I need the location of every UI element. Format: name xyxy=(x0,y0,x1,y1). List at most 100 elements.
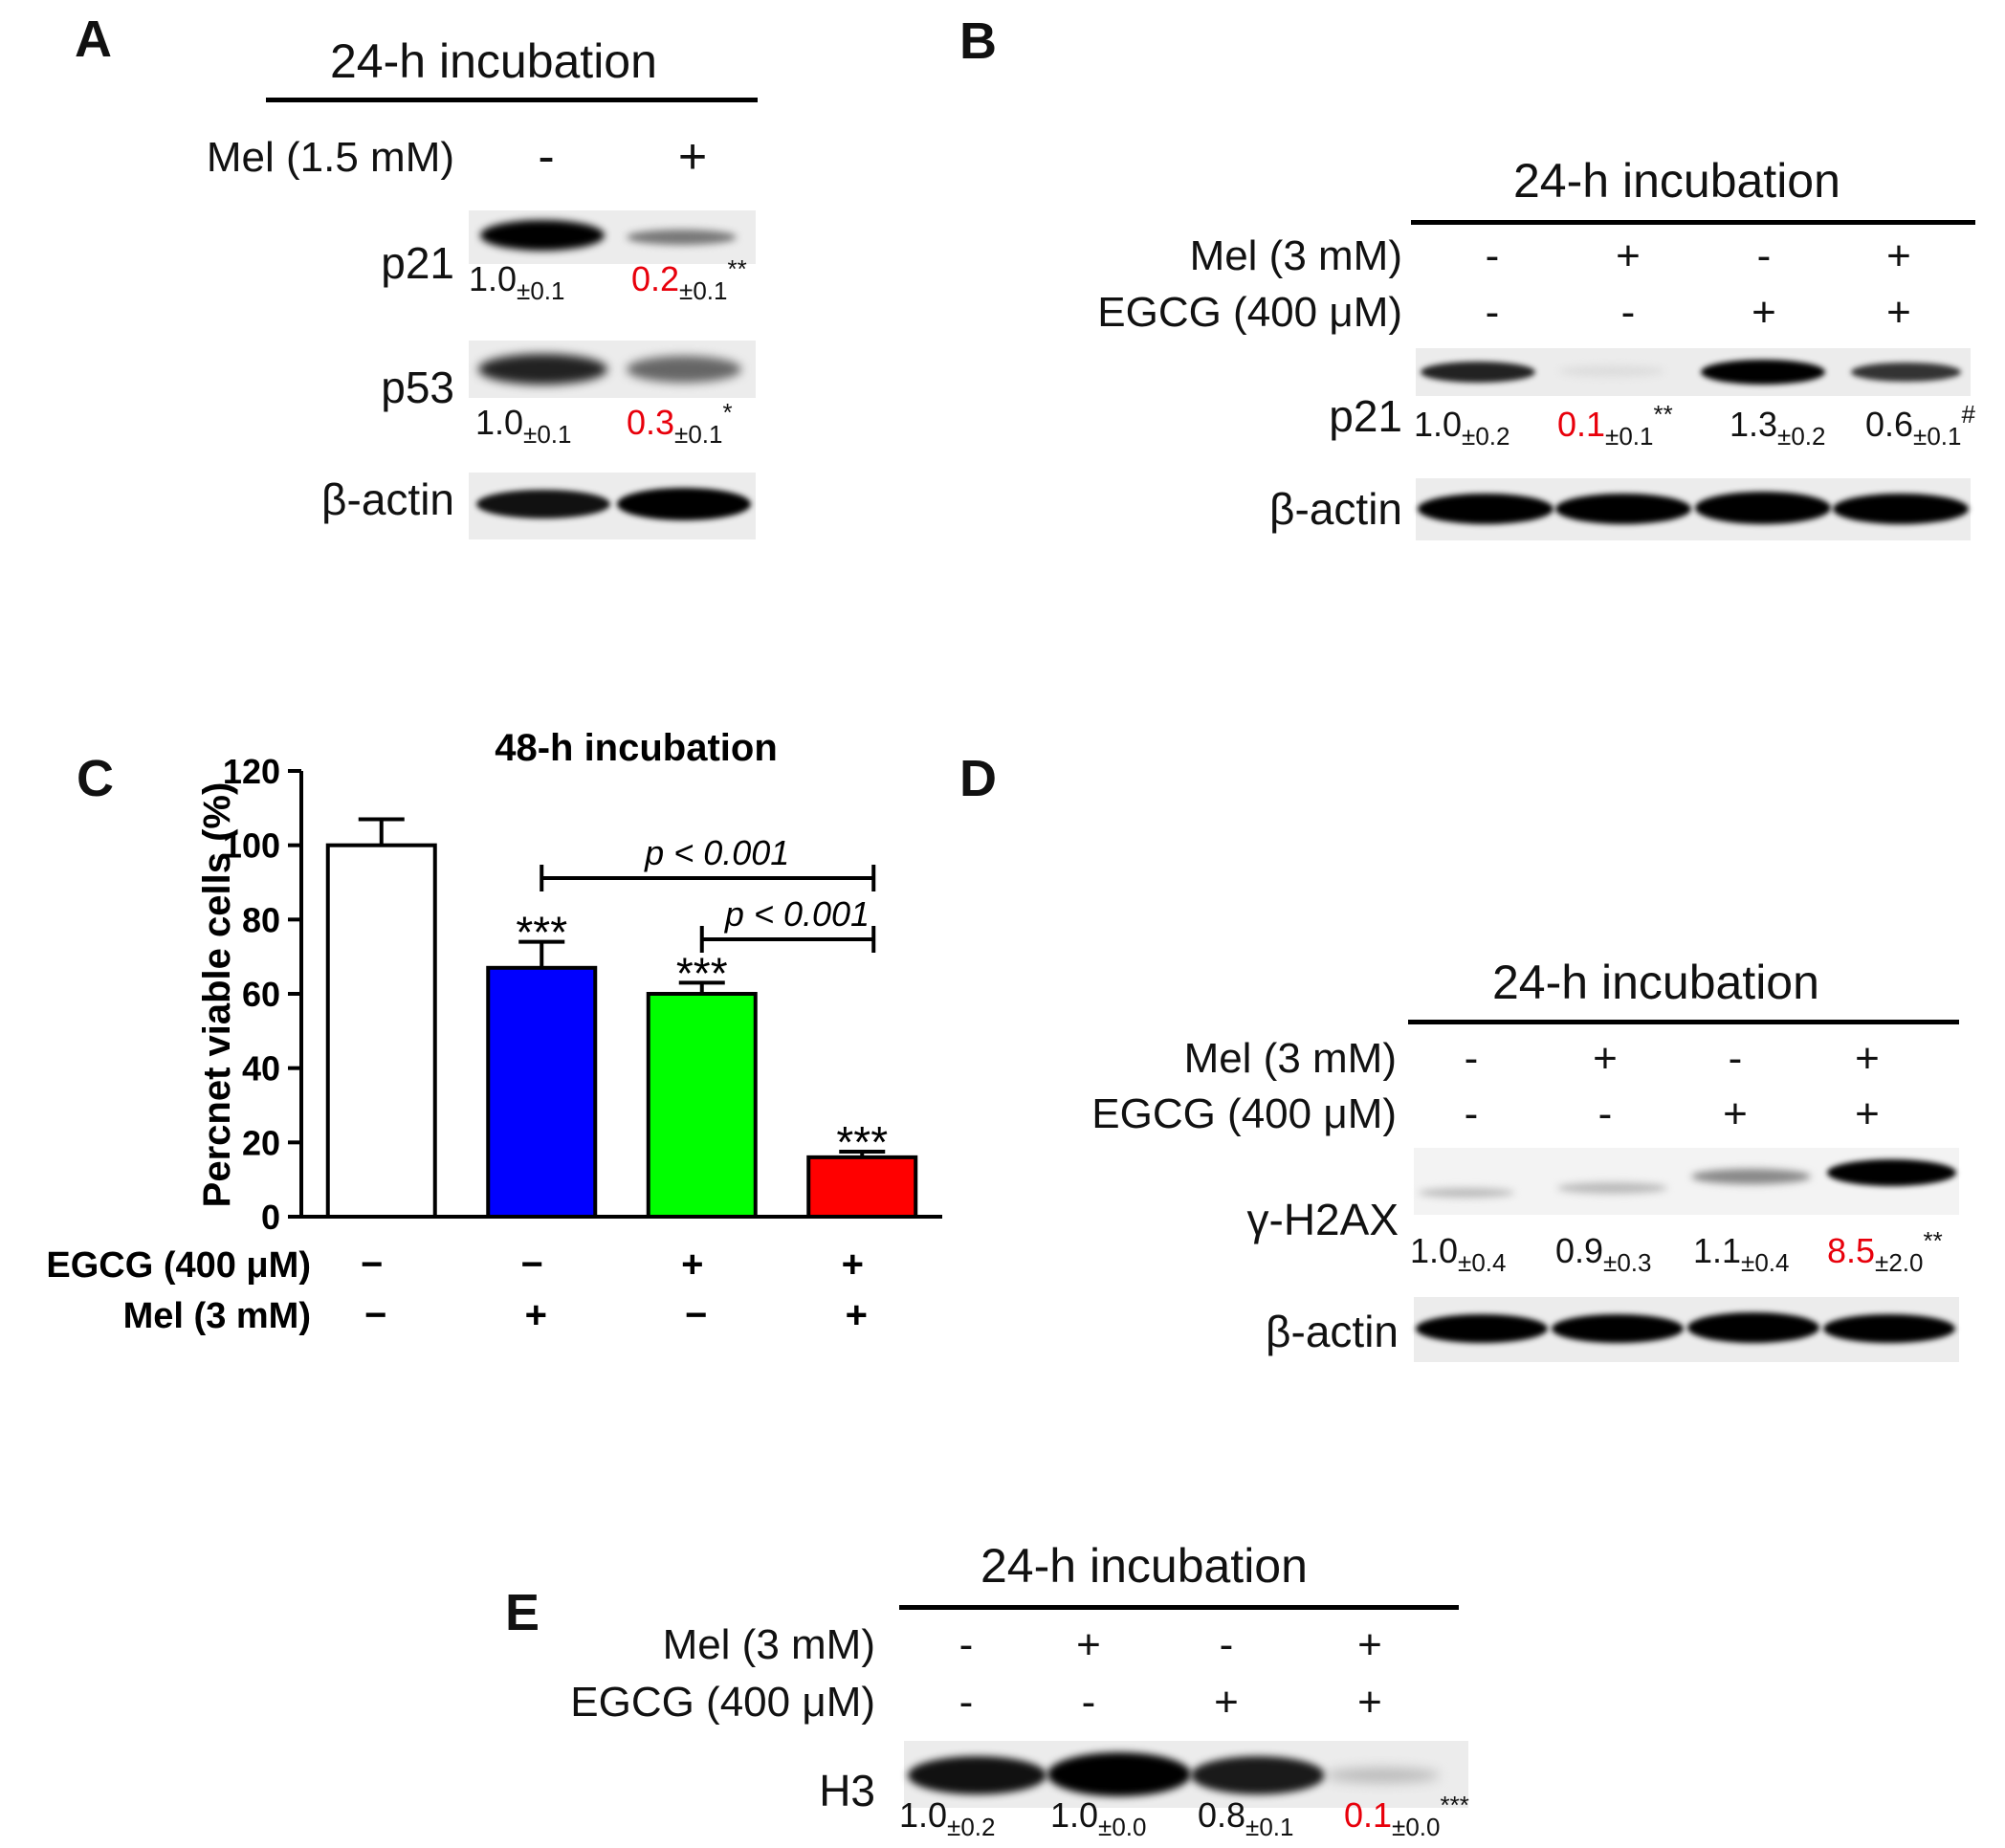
blot-band xyxy=(617,488,751,520)
row-label-egcg: EGCG (400 μM) xyxy=(46,1245,311,1286)
panel-d-h2ax-value-4: 8.5±2.0** xyxy=(1827,1226,1943,1277)
blot-band xyxy=(1559,365,1664,377)
panel-d-h2ax-value-1: 1.0±0.4 xyxy=(1410,1231,1507,1277)
chart-title: 48-h incubation xyxy=(495,727,778,769)
panel-a-rule xyxy=(266,98,758,102)
blot-band xyxy=(627,230,737,245)
panel-d-mel-sign-4: + xyxy=(1855,1035,1880,1082)
panel-b-egcg-sign-1: - xyxy=(1485,289,1500,336)
blot-band xyxy=(1557,1182,1667,1194)
blot-band xyxy=(1047,1752,1191,1796)
panel-e-rule xyxy=(899,1605,1459,1610)
y-tick-label: 60 xyxy=(242,975,280,1014)
egcg-sign: − xyxy=(361,1243,383,1286)
panel-a-mel-label: Mel (1.5 mM) xyxy=(206,134,454,181)
panel-e-mel-label: Mel (3 mM) xyxy=(662,1621,875,1668)
panel-b-mel-sign-2: + xyxy=(1616,232,1641,279)
blot-band xyxy=(480,220,605,251)
blot-band xyxy=(1416,1314,1548,1343)
panel-d-egcg-sign-1: - xyxy=(1464,1090,1479,1137)
panel-d-mel-sign-1: - xyxy=(1464,1035,1479,1082)
panel-b-actin-blot xyxy=(1416,478,1971,540)
blot-band xyxy=(478,354,607,385)
significance-stars: *** xyxy=(676,948,728,998)
y-tick-label: 40 xyxy=(242,1049,280,1089)
panel-d-title: 24-h incubation xyxy=(1492,956,1819,1009)
panel-a-p53-label: p53 xyxy=(381,363,454,412)
blot-band xyxy=(1687,1312,1819,1343)
egcg-sign: − xyxy=(521,1243,543,1286)
panel-a-actin-blot xyxy=(469,473,756,539)
panel-b-mel-label: Mel (3 mM) xyxy=(1189,232,1402,279)
panel-d-egcg-sign-4: + xyxy=(1855,1090,1880,1137)
panel-label-b: B xyxy=(959,12,997,70)
blot-band xyxy=(1823,1314,1955,1343)
panel-b-p21-blot xyxy=(1416,348,1971,396)
panel-b-p21-value-2: 0.1±0.1** xyxy=(1557,400,1673,451)
panel-b-egcg-sign-2: - xyxy=(1620,289,1636,336)
panel-e-mel-sign-3: - xyxy=(1219,1621,1234,1668)
blot-band xyxy=(1851,363,1961,382)
bar xyxy=(646,992,758,1219)
panel-b-title: 24-h incubation xyxy=(1513,154,1840,208)
panel-d-egcg-sign-3: + xyxy=(1723,1090,1748,1137)
blot-band xyxy=(1827,1159,1956,1186)
panel-e-egcg-sign-3: + xyxy=(1214,1679,1239,1726)
blot-band xyxy=(1833,494,1969,524)
panel-b-p21-label: p21 xyxy=(1329,391,1402,441)
panel-b-p21-value-3: 1.3±0.2 xyxy=(1730,405,1826,451)
panel-label-c: C xyxy=(77,750,114,807)
panel-a-p21-value-1: 1.0±0.1 xyxy=(469,259,565,305)
panel-e-egcg-sign-4: + xyxy=(1357,1679,1382,1726)
blot-band xyxy=(627,356,741,383)
panel-d-actin-blot xyxy=(1414,1297,1959,1362)
egcg-sign: + xyxy=(842,1243,864,1286)
panel-d-egcg-label: EGCG (400 μM) xyxy=(1091,1090,1397,1137)
panel-d-mel-label: Mel (3 mM) xyxy=(1183,1035,1397,1082)
panel-a-title: 24-h incubation xyxy=(330,34,657,88)
y-tick-label: 80 xyxy=(242,900,280,939)
blot-band xyxy=(1191,1756,1325,1794)
panel-d-mel-sign-2: + xyxy=(1593,1035,1618,1082)
panel-e-h3-label: H3 xyxy=(819,1766,875,1815)
panel-d-rule xyxy=(1408,1020,1959,1024)
panel-b-p21-value-1: 1.0±0.2 xyxy=(1414,405,1510,451)
panel-e-egcg-sign-2: - xyxy=(1081,1679,1096,1726)
panel-label-d: D xyxy=(959,750,997,807)
comparison-label: p < 0.001 xyxy=(724,894,870,934)
blot-band xyxy=(1552,1314,1684,1343)
panel-a-actin-label: β-actin xyxy=(321,474,454,524)
significance-stars: *** xyxy=(836,1117,888,1167)
blot-band xyxy=(1701,360,1825,385)
panel-label-a: A xyxy=(75,11,112,68)
panel-d-h2ax-value-3: 1.1±0.4 xyxy=(1693,1231,1790,1277)
egcg-sign: + xyxy=(681,1243,703,1286)
comparison-label: p < 0.001 xyxy=(644,833,789,872)
panel-e-h3-value-4: 0.1±0.0*** xyxy=(1344,1791,1469,1841)
panel-e-mel-sign-2: + xyxy=(1076,1621,1101,1668)
panel-e-egcg-label: EGCG (400 μM) xyxy=(570,1679,875,1726)
bar xyxy=(325,843,437,1220)
blot-band xyxy=(1419,1188,1514,1198)
blot-band xyxy=(476,490,610,518)
panel-a-mel-sign-1: - xyxy=(538,129,555,185)
mel-sign: − xyxy=(685,1294,707,1336)
chart-ylabel: Percnet viable cells (%) xyxy=(196,782,238,1208)
mel-sign: + xyxy=(846,1294,868,1336)
blot-band xyxy=(1555,494,1691,524)
viability-bar-chart: 48-h incubation Percnet viable cells (%) 0… xyxy=(46,727,942,1336)
panel-d-h2ax-label: γ-H2AX xyxy=(1246,1195,1399,1244)
panel-a-mel-sign-2: + xyxy=(677,129,708,185)
significance-stars: *** xyxy=(516,908,567,957)
panel-a-p21-value-2: 0.2±0.1** xyxy=(631,254,747,305)
y-tick-label: 20 xyxy=(242,1123,280,1162)
bar xyxy=(486,965,598,1219)
panel-e-mel-sign-1: - xyxy=(958,1621,974,1668)
blot-band xyxy=(1325,1768,1440,1783)
bar xyxy=(806,1155,918,1220)
blot-band xyxy=(1691,1169,1811,1184)
blot-band xyxy=(1421,362,1535,383)
panel-b-rule xyxy=(1411,220,1975,225)
panel-b-mel-sign-3: - xyxy=(1756,232,1772,279)
panel-e-h3-value-2: 1.0±0.0 xyxy=(1050,1795,1147,1841)
